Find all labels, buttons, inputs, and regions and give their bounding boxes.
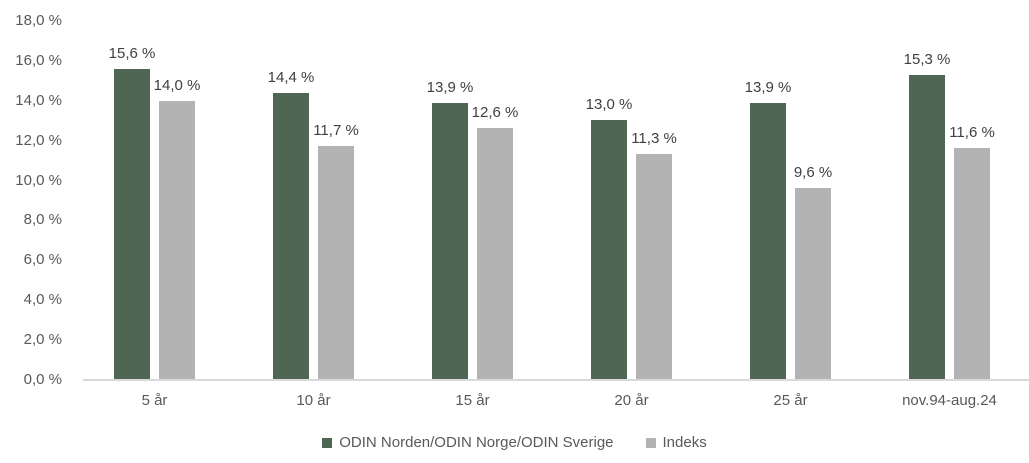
bar-slot: 13,9 %	[745, 21, 791, 379]
legend: ODIN Norden/ODIN Norge/ODIN Sverige Inde…	[0, 434, 1029, 452]
bar-indeks	[954, 148, 990, 379]
y-axis-tick-label: 8,0 %	[23, 211, 62, 229]
legend-label-indeks: Indeks	[662, 434, 707, 451]
plot-area: 15,6 % 14,0 % 14,4 % 11,7 % 13,9 % 12,6 % 13,0…	[75, 21, 1029, 379]
bar-value-label: 15,6 %	[108, 44, 156, 62]
bar-slot: 13,0 %	[586, 21, 632, 379]
legend-label-odin: ODIN Norden/ODIN Norge/ODIN Sverige	[339, 434, 614, 451]
y-axis-tick-label: 18,0 %	[15, 12, 62, 29]
bar-slot: 12,6 %	[472, 21, 518, 379]
y-axis-tick-label: 14,0 %	[15, 91, 62, 109]
x-axis-category-label: 15 år	[455, 392, 490, 409]
x-axis-line	[83, 379, 1029, 381]
x-axis-category-label: 20 år	[614, 392, 649, 409]
bar-value-label: 13,9 %	[744, 78, 792, 96]
bar-slot: 11,6 %	[949, 21, 995, 379]
bar-value-label: 14,0 %	[153, 76, 201, 94]
bar-odin	[114, 68, 150, 379]
x-axis-category-label: 25 år	[773, 392, 808, 409]
bar-slot: 14,4 %	[268, 21, 314, 379]
bar-value-label: 13,9 %	[426, 78, 474, 96]
bar-group: 13,9 % 9,6 %	[711, 21, 870, 379]
bar-group: 14,4 % 11,7 %	[234, 21, 393, 379]
bar-indeks	[795, 188, 831, 379]
bar-value-label: 15,3 %	[903, 50, 951, 68]
bar-indeks	[636, 154, 672, 379]
bar-odin	[591, 120, 627, 379]
y-axis-tick-label: 6,0 %	[23, 251, 62, 269]
bar-group: 15,3 % 11,6 %	[870, 21, 1029, 379]
bar-group: 15,6 % 14,0 %	[75, 21, 234, 379]
bar-value-label: 13,0 %	[585, 96, 633, 114]
legend-item-odin: ODIN Norden/ODIN Norge/ODIN Sverige	[322, 434, 614, 452]
bar-odin	[432, 102, 468, 379]
y-axis-tick-label: 10,0 %	[15, 171, 62, 189]
x-axis-category-label: nov.94-aug.24	[902, 392, 997, 409]
legend-marker-odin-icon	[322, 438, 333, 448]
x-axis: 5 år 10 år 15 år 20 år 25 år nov.94-aug.24	[75, 392, 1029, 410]
bar-indeks	[477, 128, 513, 379]
y-axis-tick-label: 2,0 %	[23, 331, 62, 349]
bar-value-label: 12,6 %	[471, 104, 519, 122]
bar-value-label: 11,3 %	[631, 130, 677, 148]
bar-slot: 11,7 %	[313, 21, 359, 379]
y-axis-tick-label: 4,0 %	[23, 291, 62, 309]
bar-value-label: 11,6 %	[949, 124, 995, 142]
bar-slot: 11,3 %	[631, 21, 677, 379]
bar-odin	[273, 92, 309, 379]
bar-group: 13,0 % 11,3 %	[552, 21, 711, 379]
bar-slot: 15,3 %	[904, 21, 950, 379]
x-axis-category-label: 5 år	[141, 392, 168, 409]
y-axis-tick-label: 16,0 %	[15, 51, 62, 69]
x-axis-category-label: 10 år	[296, 392, 331, 409]
bar-slot: 14,0 %	[154, 21, 200, 379]
legend-marker-indeks-icon	[645, 438, 656, 448]
bar-odin	[909, 74, 945, 379]
y-axis-tick-label: 12,0 %	[15, 131, 62, 149]
bar-indeks	[318, 146, 354, 379]
bar-slot: 15,6 %	[109, 21, 155, 379]
bar-slot: 13,9 %	[427, 21, 473, 379]
bar-value-label: 9,6 %	[793, 164, 833, 182]
bar-group: 13,9 % 12,6 %	[393, 21, 552, 379]
bar-indeks	[159, 100, 195, 379]
bar-value-label: 14,4 %	[267, 68, 315, 86]
y-axis-tick-label: 0,0 %	[23, 371, 62, 388]
bar-slot: 9,6 %	[793, 21, 833, 379]
bar-value-label: 11,7 %	[313, 122, 359, 140]
bar-odin	[750, 102, 786, 379]
legend-item-indeks: Indeks	[645, 434, 707, 452]
